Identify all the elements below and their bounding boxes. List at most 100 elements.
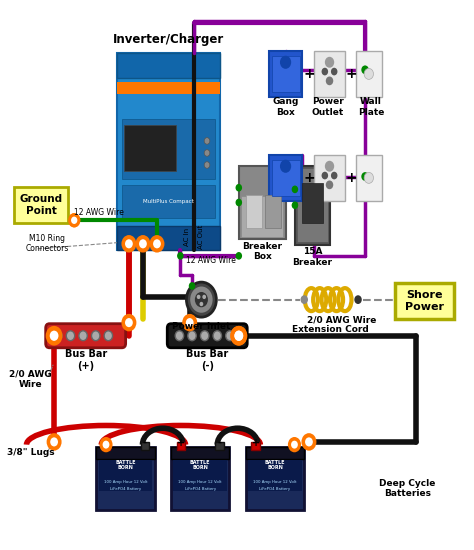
Text: Ground
Point: Ground Point (20, 195, 63, 216)
FancyBboxPatch shape (269, 155, 302, 201)
Text: 12 AWG Wire: 12 AWG Wire (73, 207, 123, 217)
Circle shape (46, 433, 62, 450)
FancyBboxPatch shape (246, 195, 262, 228)
Circle shape (292, 185, 298, 193)
Circle shape (301, 295, 308, 304)
Circle shape (121, 235, 137, 252)
FancyBboxPatch shape (269, 51, 302, 97)
Text: BATTLE
BORN: BATTLE BORN (265, 460, 285, 470)
Text: +: + (177, 438, 185, 448)
Circle shape (139, 239, 147, 249)
Circle shape (153, 239, 161, 249)
FancyBboxPatch shape (246, 447, 304, 510)
Text: +: + (303, 171, 315, 185)
Text: Bus Bar
(+): Bus Bar (+) (64, 349, 107, 371)
FancyBboxPatch shape (356, 155, 382, 201)
Circle shape (288, 437, 301, 452)
Circle shape (195, 292, 208, 307)
FancyBboxPatch shape (117, 226, 220, 250)
Text: Breaker
Box: Breaker Box (242, 242, 282, 261)
Circle shape (186, 318, 193, 327)
Circle shape (175, 331, 183, 340)
Circle shape (326, 180, 333, 189)
FancyBboxPatch shape (295, 166, 330, 245)
Text: -: - (218, 438, 222, 448)
FancyBboxPatch shape (314, 51, 346, 97)
Text: AC Out: AC Out (199, 224, 204, 249)
FancyBboxPatch shape (302, 183, 323, 223)
Circle shape (50, 437, 58, 447)
Circle shape (321, 172, 328, 179)
Text: 100 Amp Hour 12 Volt: 100 Amp Hour 12 Volt (104, 480, 147, 484)
FancyBboxPatch shape (356, 51, 382, 97)
FancyBboxPatch shape (5, 2, 473, 548)
Circle shape (68, 213, 80, 227)
Text: Extension Cord: Extension Cord (292, 325, 368, 334)
FancyBboxPatch shape (395, 283, 454, 319)
Text: MultiPlus Compact: MultiPlus Compact (143, 199, 194, 204)
Circle shape (291, 441, 298, 449)
Circle shape (325, 161, 334, 172)
Circle shape (54, 331, 62, 340)
Text: Gang
Box: Gang Box (273, 97, 299, 117)
FancyBboxPatch shape (122, 185, 215, 218)
Text: M10 Ring
Connectors: M10 Ring Connectors (26, 234, 69, 253)
Circle shape (100, 437, 112, 452)
Circle shape (71, 217, 77, 224)
FancyBboxPatch shape (215, 442, 224, 450)
Text: LiFePO4 Battery: LiFePO4 Battery (110, 487, 141, 491)
Circle shape (71, 217, 77, 224)
Text: BATTLE
BORN: BATTLE BORN (115, 460, 136, 470)
Text: 2/0 AWG Wire: 2/0 AWG Wire (307, 315, 376, 324)
FancyBboxPatch shape (117, 82, 220, 95)
Circle shape (79, 331, 87, 340)
Text: LiFePO4 Battery: LiFePO4 Battery (185, 487, 216, 491)
Text: -: - (143, 438, 147, 448)
Text: BATTLE
BORN: BATTLE BORN (190, 460, 210, 470)
Text: +: + (346, 171, 357, 185)
Text: 3/8" Lugs: 3/8" Lugs (7, 448, 55, 458)
Circle shape (204, 162, 210, 168)
Circle shape (331, 172, 337, 179)
Circle shape (50, 331, 58, 341)
Circle shape (236, 252, 242, 260)
Text: +: + (252, 438, 260, 448)
Circle shape (305, 437, 313, 447)
Circle shape (235, 331, 243, 341)
Circle shape (226, 331, 234, 340)
FancyBboxPatch shape (124, 124, 176, 171)
FancyBboxPatch shape (167, 324, 247, 348)
FancyBboxPatch shape (96, 447, 155, 510)
FancyBboxPatch shape (246, 447, 304, 459)
Circle shape (149, 235, 164, 252)
FancyBboxPatch shape (102, 442, 110, 450)
Circle shape (326, 76, 333, 85)
Text: Inverter/Charger: Inverter/Charger (113, 33, 224, 46)
FancyBboxPatch shape (272, 56, 300, 92)
Text: Power Inlet: Power Inlet (172, 322, 230, 332)
Circle shape (197, 295, 201, 299)
Circle shape (361, 65, 369, 74)
Circle shape (280, 56, 291, 69)
Circle shape (321, 68, 328, 75)
Circle shape (280, 160, 291, 173)
FancyBboxPatch shape (248, 460, 302, 492)
Text: LiFePO4 Battery: LiFePO4 Battery (259, 487, 291, 491)
Circle shape (104, 331, 112, 340)
FancyBboxPatch shape (117, 53, 220, 250)
Text: Bus Bar
(-): Bus Bar (-) (186, 349, 228, 371)
Circle shape (204, 138, 210, 144)
Text: 100 Amp Hour 12 Volt: 100 Amp Hour 12 Volt (179, 480, 222, 484)
FancyBboxPatch shape (171, 447, 229, 510)
Circle shape (364, 172, 374, 183)
Circle shape (68, 213, 80, 227)
FancyBboxPatch shape (239, 166, 285, 239)
Circle shape (230, 326, 247, 345)
Circle shape (190, 287, 213, 313)
Circle shape (121, 314, 137, 331)
Circle shape (46, 326, 63, 345)
Circle shape (361, 172, 369, 181)
Text: +: + (346, 67, 357, 81)
Circle shape (188, 331, 196, 340)
Circle shape (201, 331, 209, 340)
